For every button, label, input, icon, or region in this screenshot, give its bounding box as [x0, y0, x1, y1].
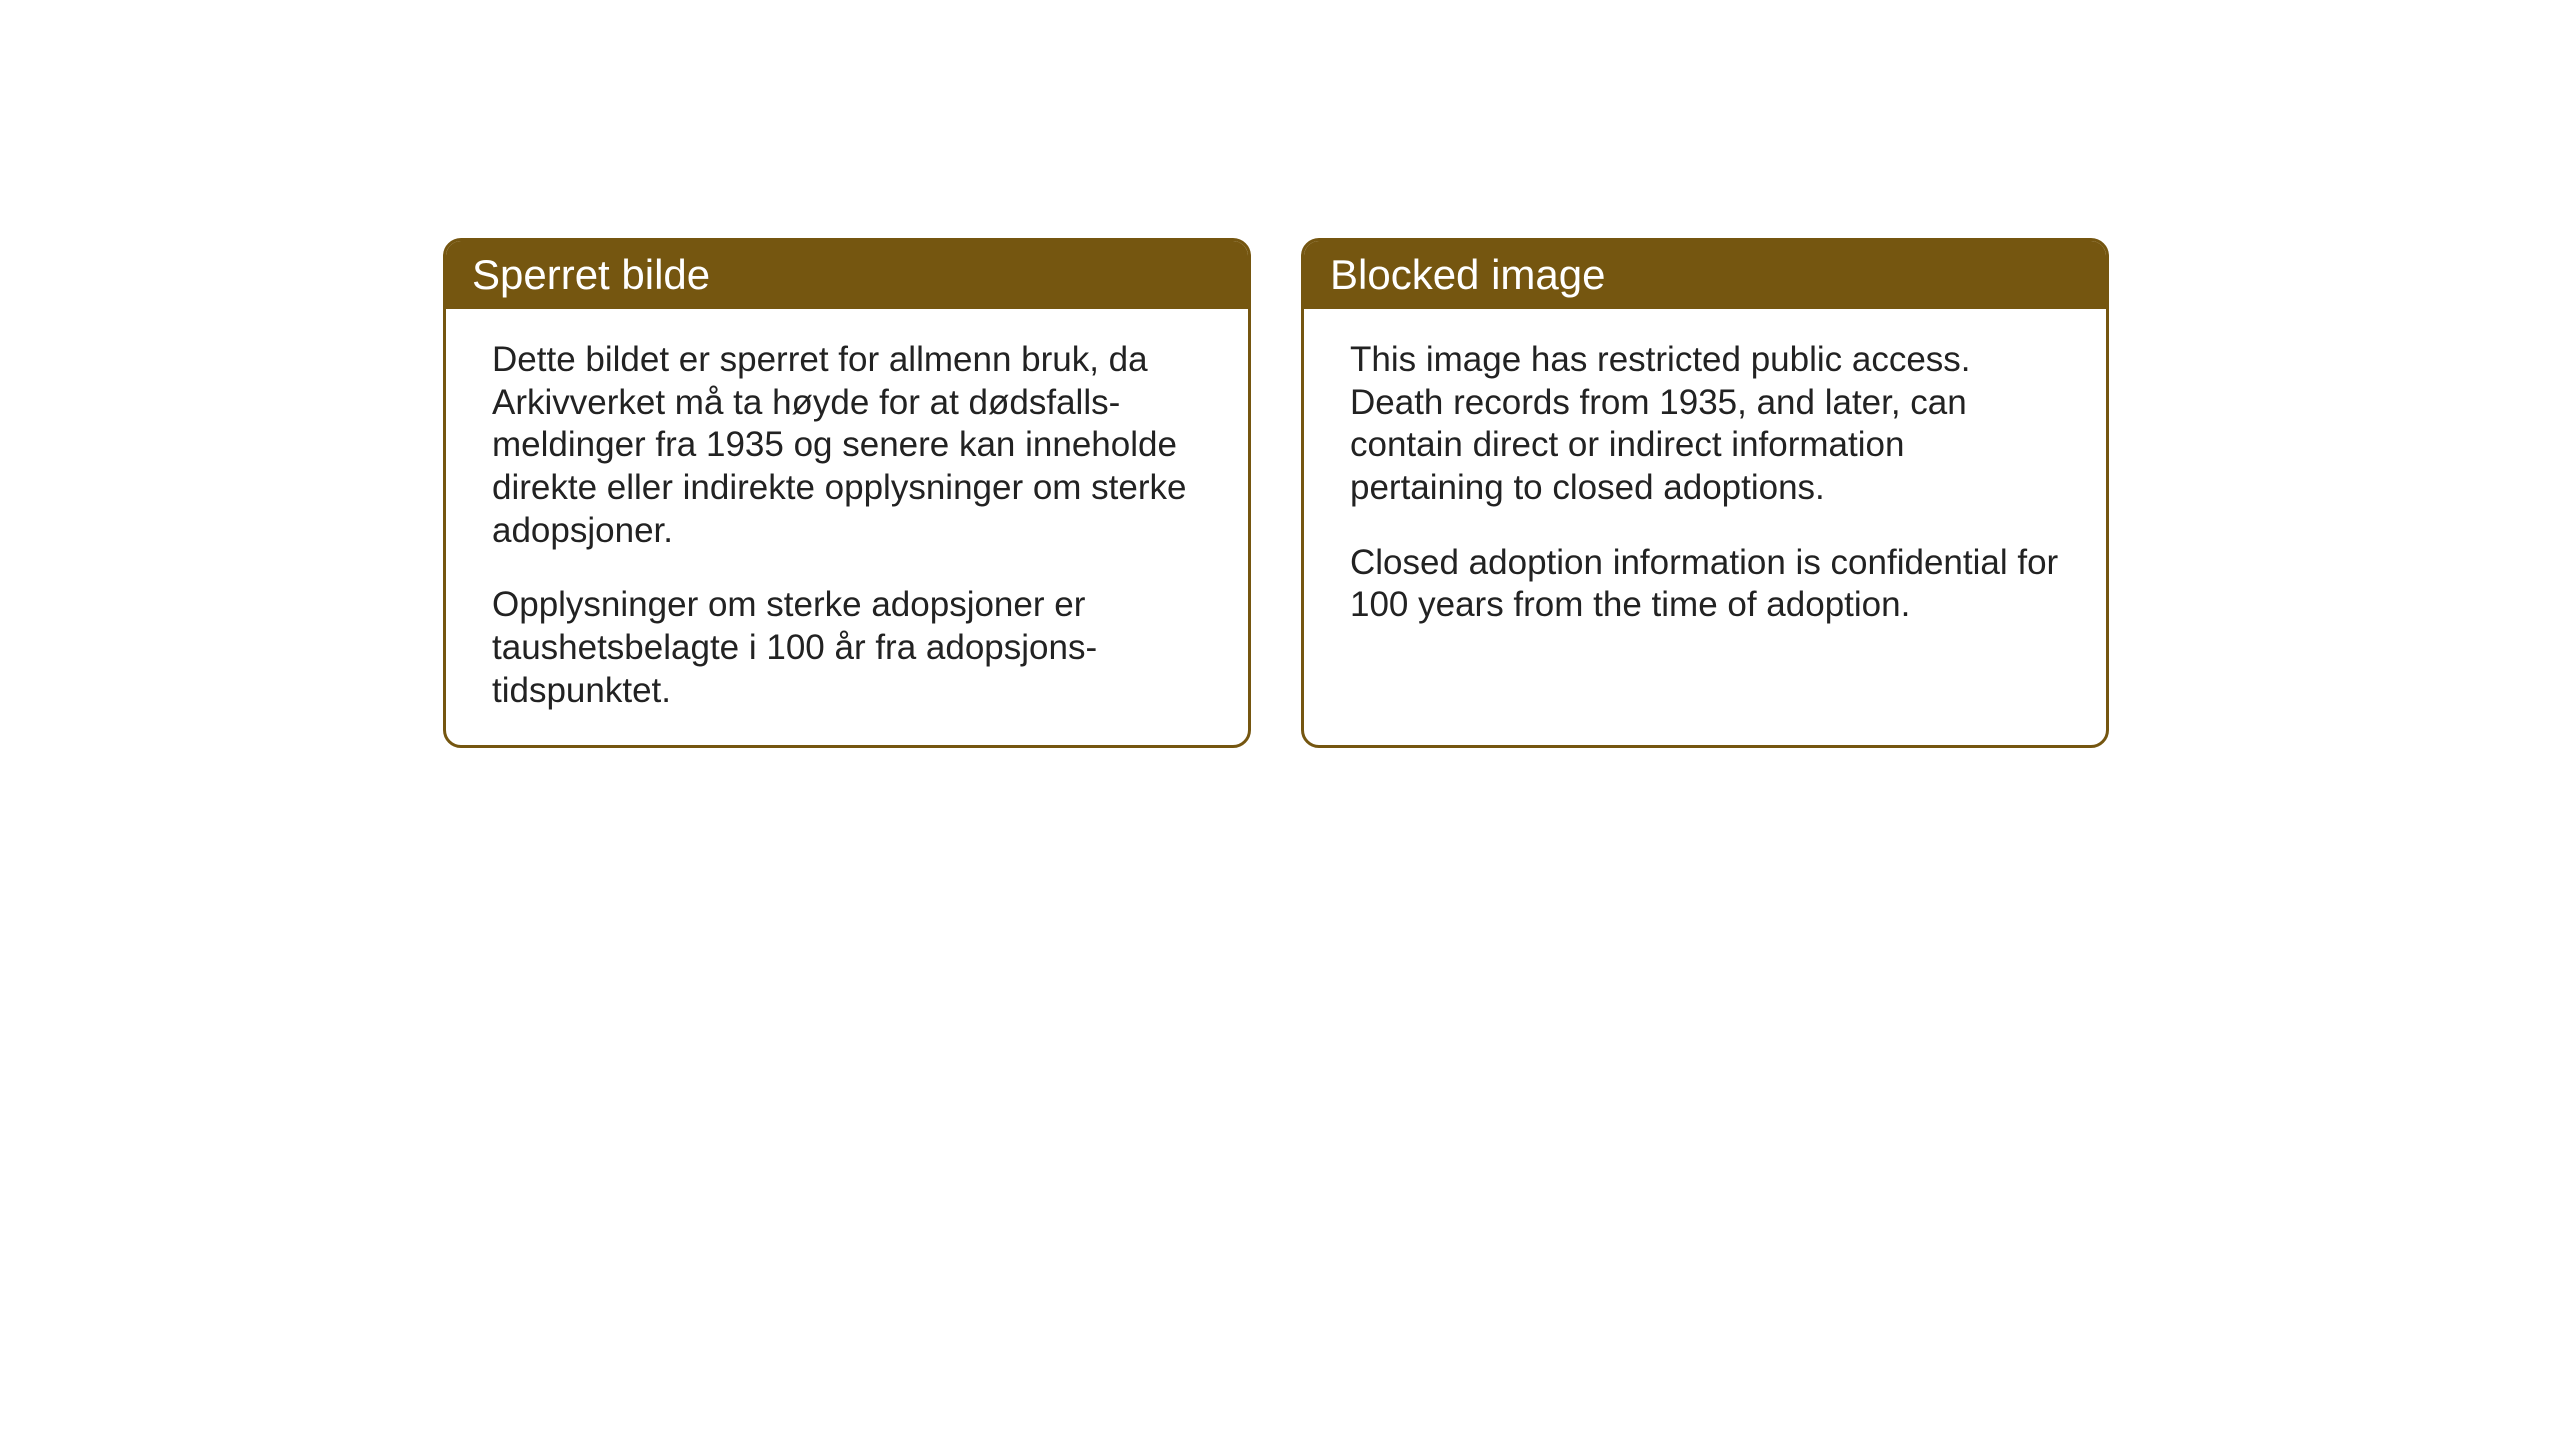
- card-header-english: Blocked image: [1304, 241, 2106, 309]
- card-body-norwegian: Dette bildet er sperret for allmenn bruk…: [446, 309, 1248, 748]
- card-header-norwegian: Sperret bilde: [446, 241, 1248, 309]
- card-english: Blocked image This image has restricted …: [1301, 238, 2109, 748]
- card-paragraph-1-english: This image has restricted public access.…: [1350, 339, 2060, 510]
- cards-container: Sperret bilde Dette bildet er sperret fo…: [443, 238, 2109, 748]
- card-paragraph-1-norwegian: Dette bildet er sperret for allmenn bruk…: [492, 339, 1202, 552]
- card-title-norwegian: Sperret bilde: [472, 251, 710, 298]
- card-norwegian: Sperret bilde Dette bildet er sperret fo…: [443, 238, 1251, 748]
- card-title-english: Blocked image: [1330, 251, 1605, 298]
- card-body-english: This image has restricted public access.…: [1304, 309, 2106, 667]
- card-paragraph-2-english: Closed adoption information is confident…: [1350, 542, 2060, 627]
- card-paragraph-2-norwegian: Opplysninger om sterke adopsjoner er tau…: [492, 584, 1202, 712]
